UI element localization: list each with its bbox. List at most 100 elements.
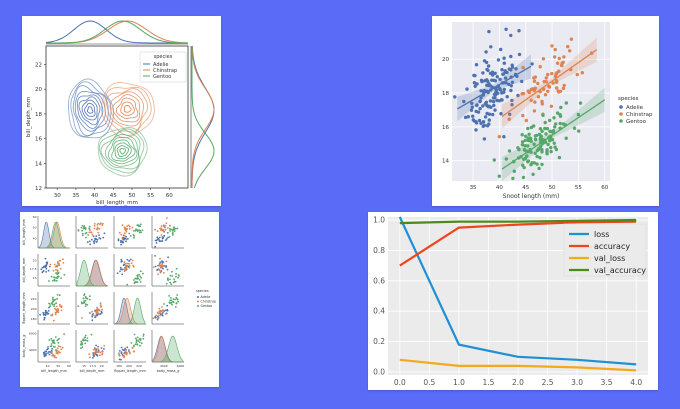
pairplot-panel: 40 50 60 bill_length_mm 15 17.5 20 bill_depth_m… (20, 212, 219, 387)
data-point (167, 236, 169, 239)
data-point (152, 266, 155, 269)
data-point (89, 356, 91, 359)
kde-contour-chinstrap (104, 86, 152, 136)
kde-contour-adelie (86, 106, 94, 114)
data-point (133, 236, 135, 239)
data-point (99, 313, 101, 315)
data-point (135, 341, 138, 344)
data-point (48, 280, 50, 282)
data-point (43, 351, 46, 354)
scatter-chinstrap (49, 258, 65, 273)
data-point (174, 298, 177, 301)
data-point (138, 231, 141, 234)
data-point (164, 224, 167, 227)
x-tick-label: 17.5 (90, 364, 97, 368)
data-point (91, 310, 93, 313)
data-point (487, 118, 491, 122)
x-tick-label: 180 (116, 364, 122, 368)
data-point (80, 343, 83, 346)
data-point (529, 150, 533, 154)
data-point (138, 229, 141, 232)
x-tick-label: 20 (100, 364, 104, 368)
data-point (169, 224, 171, 227)
data-point (158, 239, 160, 241)
data-point (557, 155, 562, 160)
x-tick-label: 50 (549, 185, 556, 191)
kde-contour-gentoo (114, 142, 132, 160)
data-point (89, 298, 91, 301)
data-point (166, 217, 168, 219)
scatter-chinstrap (81, 302, 103, 319)
data-point (560, 63, 564, 68)
data-point (485, 111, 489, 116)
x-axis-label: body_mass_g (157, 369, 180, 373)
data-point (453, 95, 457, 99)
data-point (173, 230, 176, 232)
data-point (486, 105, 491, 109)
legend-label-gentoo: Gentoo (626, 119, 647, 125)
data-point (482, 137, 487, 141)
kde-contour-chinstrap (109, 91, 145, 127)
data-point (495, 75, 499, 79)
scatter-chinstrap (88, 345, 106, 359)
data-point (129, 235, 132, 237)
data-point (88, 353, 91, 356)
data-point (484, 100, 489, 105)
data-point (39, 313, 41, 316)
data-point (121, 348, 124, 351)
data-point (60, 305, 63, 308)
data-point (172, 228, 175, 230)
legend-marker-chinstrap (619, 112, 623, 116)
data-point (165, 222, 168, 224)
data-point (95, 311, 98, 314)
y-axis-label: bill_depth_mm (26, 97, 32, 137)
data-point (140, 277, 143, 279)
data-point (81, 232, 84, 235)
data-point (61, 346, 64, 349)
kde-joint-svg: 30 35 40 45 50 55 60 12 14 16 18 20 22 bill_length_mm… (26, 20, 215, 206)
x-tick-label: 200 (126, 364, 132, 368)
data-point (463, 115, 468, 120)
data-point (491, 96, 496, 100)
data-point (60, 309, 63, 312)
data-point (47, 309, 50, 312)
data-point (523, 138, 527, 143)
data-point (53, 354, 56, 357)
data-point (103, 348, 105, 350)
data-point (539, 134, 544, 138)
data-point (538, 156, 542, 160)
density-gentoo (39, 221, 69, 249)
data-point (169, 274, 172, 277)
data-point (88, 227, 91, 230)
data-point (90, 231, 93, 234)
data-point (138, 341, 141, 344)
data-point (543, 126, 547, 131)
data-point (159, 314, 162, 317)
data-point (82, 227, 85, 230)
line-accuracy (399, 220, 637, 267)
data-point (155, 314, 158, 317)
data-point (103, 232, 106, 235)
data-point (44, 313, 47, 316)
data-point (156, 317, 159, 319)
data-point (176, 294, 179, 296)
data-point (86, 337, 89, 339)
x-tick-label: 45 (522, 185, 529, 191)
data-point (88, 225, 91, 228)
data-point (484, 50, 488, 54)
data-point (83, 300, 86, 303)
data-point (160, 225, 163, 228)
data-point (84, 336, 86, 339)
data-point (51, 303, 54, 306)
data-point (48, 339, 51, 341)
data-point (137, 340, 140, 342)
legend-label-adelie: Adelie (153, 62, 168, 68)
data-point (52, 279, 54, 282)
data-point (60, 348, 62, 351)
data-point (118, 231, 121, 234)
y-tick-label: 200 (31, 307, 37, 311)
data-point (154, 228, 157, 231)
data-point (136, 275, 139, 277)
data-point (561, 122, 566, 126)
